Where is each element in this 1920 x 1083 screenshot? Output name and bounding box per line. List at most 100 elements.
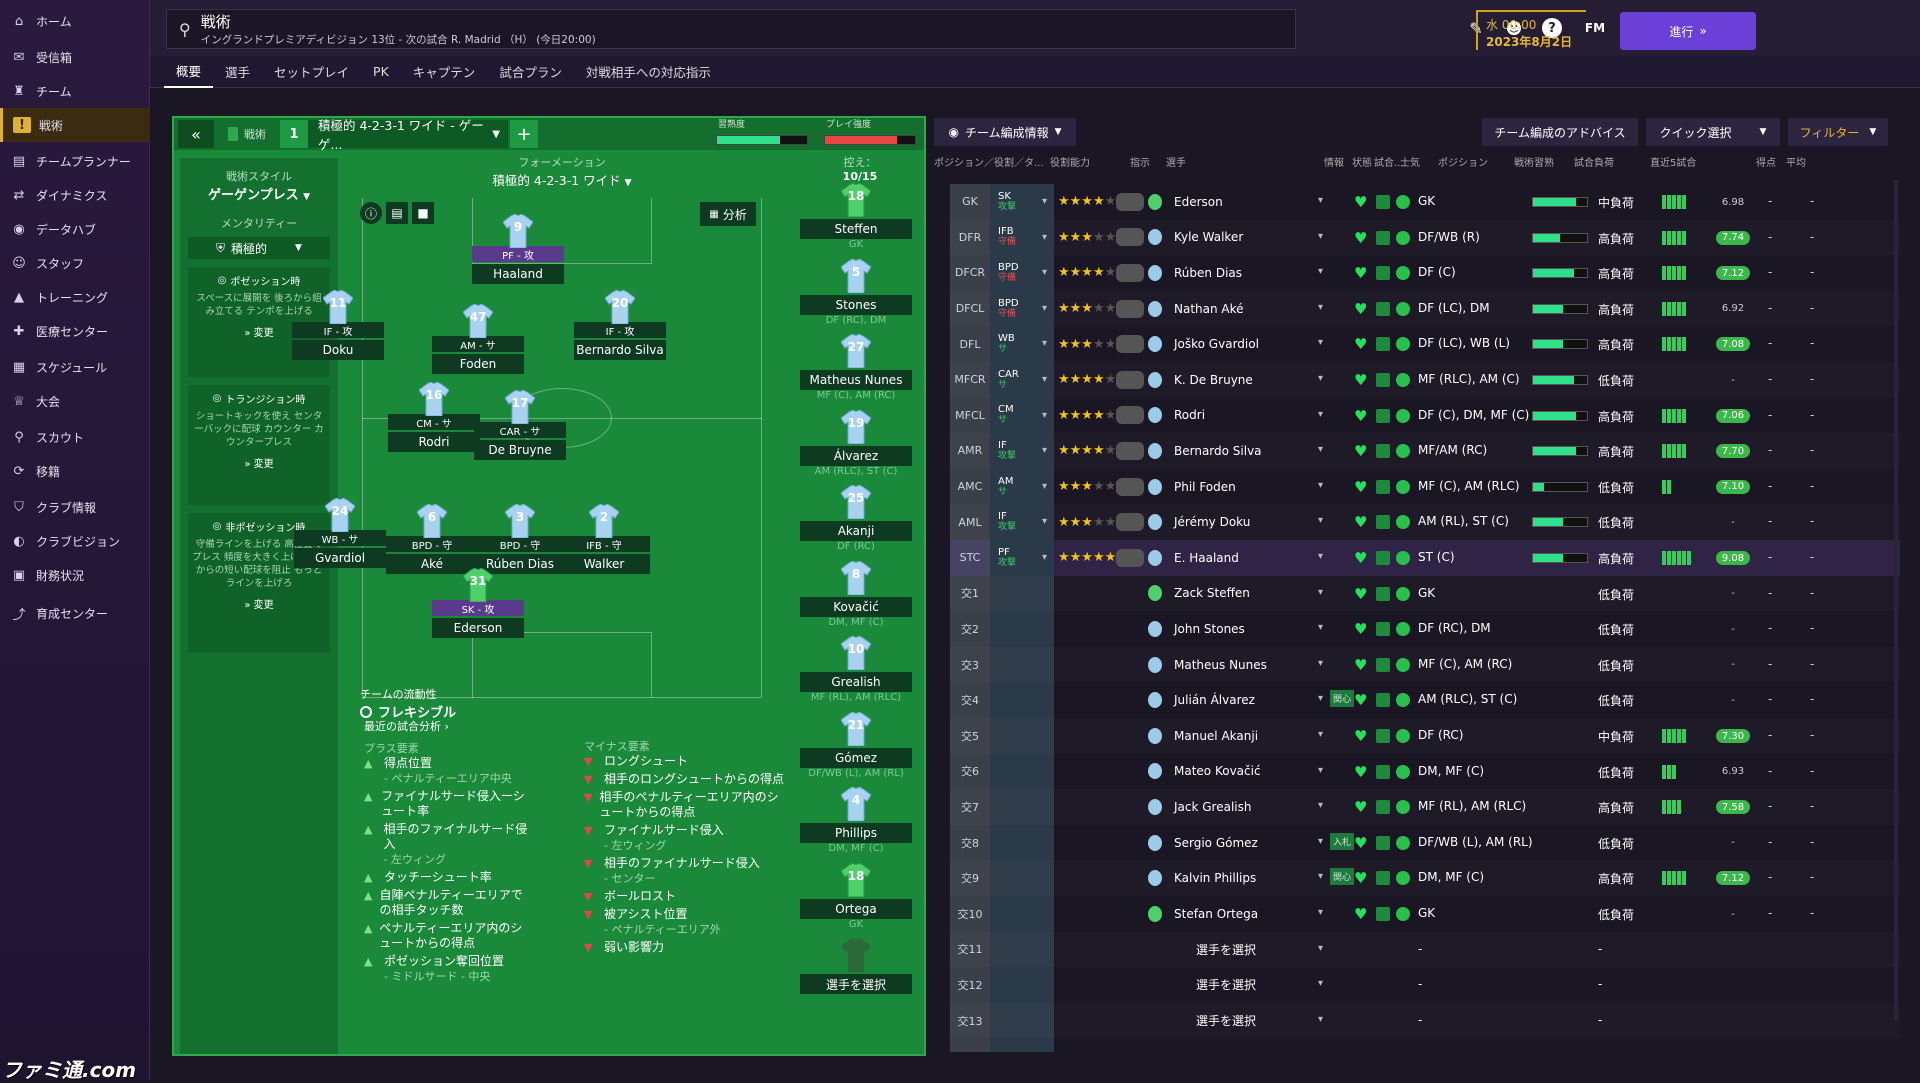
pitch-player[interactable]: 47 AM - サ Foden (432, 303, 524, 374)
player-name[interactable]: Bernardo Silva (1174, 443, 1262, 458)
sidebar-item-2[interactable]: ♜ チーム (0, 74, 150, 108)
change-button[interactable]: » 変更 (192, 455, 326, 470)
chevron-down-icon[interactable]: ▾ (1318, 515, 1324, 527)
player-name[interactable]: 選手を選択 (1196, 978, 1257, 993)
player-name[interactable]: 選手を選択 (1196, 1014, 1257, 1029)
player-name[interactable]: K. De Bruyne (1174, 372, 1253, 387)
sidebar-item-11[interactable]: ♕ 大会 (0, 384, 150, 418)
info-icon[interactable]: ⓘ (360, 202, 382, 224)
sub-player[interactable]: 4 Phillips DM, MF (C) (800, 786, 912, 863)
sub-player[interactable]: 10 Grealish MF (RL), AM (RLC) (800, 635, 912, 712)
column-header[interactable]: 直近5試合 (1650, 158, 1697, 169)
style-select[interactable]: ゲーゲンプレス ▼ (180, 184, 338, 203)
chevron-down-icon[interactable]: ▾ (1318, 907, 1324, 918)
sidebar-item-6[interactable]: ◉ データハブ (0, 212, 150, 246)
player-name[interactable]: Manuel Akanji (1174, 728, 1259, 743)
player-name[interactable]: John Stones (1174, 621, 1245, 636)
table-row[interactable]: DFCR BPD 守備 ▾ ★★★★ ★ Rúben Dias ▾ ♥ DF (C) 高負荷 7.12… (950, 255, 1900, 291)
sub-player[interactable]: 18 Ortega GK (800, 861, 912, 939)
table-row[interactable]: 交10 Stefan Ortega ▾ ♥ GK 低負荷 - - - (950, 896, 1900, 932)
pitch-player[interactable]: 31 SK - 攻 Ederson (432, 567, 524, 638)
pitch-player[interactable]: 6 BPD - 守 Aké (386, 503, 478, 574)
table-row[interactable]: 交7 Jack Grealish ▾ ♥ MF (RL), AM (RLC) 高負荷 7.5… (950, 789, 1900, 825)
continue-button[interactable]: 進行 » (1620, 12, 1756, 50)
change-button[interactable]: » 変更 (192, 596, 326, 611)
player-role[interactable]: IFB - 守 (558, 536, 650, 552)
player-name[interactable]: Phil Foden (1174, 479, 1236, 494)
formation-select[interactable]: 積極的 4-2-3-1 ワイド ▼ (352, 170, 772, 189)
sidebar-item-15[interactable]: ◐ クラブビジョン (0, 524, 150, 558)
player-role[interactable]: CAR - サ (474, 422, 566, 438)
pitch-player[interactable]: 3 BPD - 守 Rúben Dias (474, 503, 566, 574)
tab-3[interactable]: PK (373, 64, 389, 79)
tactic-slot-button[interactable]: 1 (280, 120, 308, 148)
table-row[interactable]: DFL WB サ ▾ ★★★ ★ ★ Joško Gvardiol ▾ ♥ DF (LC), WB … (950, 326, 1900, 362)
sidebar-item-8[interactable]: ▲ トレーニング (0, 280, 150, 314)
chevron-down-icon[interactable]: ▾ (1318, 586, 1324, 598)
search-box[interactable]: ⚲ 戦術 イングランドプレミアディビジョン 13位 - 次の試合 R. Madr… (166, 9, 1296, 49)
player-role[interactable]: AM - サ (432, 336, 524, 352)
player-role[interactable]: PF - 攻 (472, 246, 564, 262)
table-row[interactable]: GK SK 攻撃 ▾ ★★★★ ★ Ederson ▾ ♥ GK 中負荷 6.98- - (950, 184, 1900, 220)
player-name[interactable]: Rúben Dias (1174, 265, 1243, 280)
table-row[interactable]: STC PF 攻撃 ▾ ★★★★★ E. Haaland ▾ ♥ ST (C) 高負荷 9.08- - (950, 540, 1900, 576)
table-row[interactable]: 交12 選手を選択 ▾ - - (950, 967, 1900, 1003)
change-button[interactable]: » 変更 (192, 324, 326, 339)
scrollbar[interactable] (1894, 180, 1898, 1020)
tab-0[interactable]: 概要 (164, 56, 214, 88)
assistant-icon[interactable]: ☻ (1505, 18, 1523, 38)
player-role[interactable]: BPD - 守 (474, 536, 566, 552)
instructions-icon[interactable] (1116, 192, 1144, 211)
chevron-down-icon[interactable]: ▾ (1318, 230, 1324, 242)
table-row[interactable]: 交1 Zack Steffen ▾ ♥ GK 低負荷 - - - (950, 576, 1900, 612)
sub-player[interactable]: 選手を選択 (800, 938, 912, 1014)
role-select[interactable]: PF 攻撃 (990, 540, 1054, 576)
pitch-player[interactable]: 9 PF - 攻 Haaland (472, 213, 564, 284)
sidebar-item-4[interactable]: ▤ チームプランナー (0, 144, 150, 178)
sidebar-item-0[interactable]: ⌂ ホーム (0, 4, 150, 38)
sub-player[interactable]: 5 Stones DF (RC), DM (800, 257, 912, 335)
column-header[interactable]: ポジション／役割／タ... (934, 158, 1044, 169)
pitch-player[interactable]: 2 IFB - 守 Walker (558, 503, 650, 574)
advice-button[interactable]: チーム編成のアドバイス (1482, 118, 1638, 146)
player-role[interactable]: CM - サ (388, 414, 480, 430)
column-header[interactable]: 平均 (1786, 158, 1806, 169)
chevron-down-icon[interactable]: ▾ (1318, 693, 1324, 705)
table-row[interactable]: AMR IF 攻撃 ▾ ★★★★ ★ Bernardo Silva ▾ ♥ MF/AM (RC) 高… (950, 433, 1900, 469)
table-row[interactable]: 交2 John Stones ▾ ♥ DF (RC), DM 低負荷 - - - (950, 611, 1900, 647)
clipboard-icon[interactable]: ■ (412, 202, 434, 224)
chevron-down-icon[interactable]: ▾ (1318, 551, 1324, 562)
chevron-down-icon[interactable]: ▾ (1318, 871, 1324, 883)
table-row[interactable]: 交8 Sergio Gómez ▾ 入札 ♥ DF/WB (L), AM (RL) 低負荷 -… (950, 825, 1900, 861)
player-role[interactable]: WB - サ (294, 530, 386, 546)
chevron-down-icon[interactable]: ▾ (1318, 337, 1324, 349)
player-name[interactable]: Zack Steffen (1174, 586, 1250, 601)
player-name[interactable]: E. Haaland (1174, 550, 1239, 565)
pitch-player[interactable]: 16 CM - サ Rodri (388, 381, 480, 452)
sub-player[interactable]: 25 Akanji DF (RC) (800, 484, 912, 561)
role-select[interactable]: IF 攻撃 (990, 433, 1054, 469)
mentality-select[interactable]: ⛨ 積極的 ▼ (188, 237, 330, 259)
chevron-down-icon[interactable]: ▾ (1318, 978, 1324, 990)
pitch-player[interactable]: 24 WB - サ Gvardiol (294, 497, 386, 568)
team-info-button[interactable]: ◉ チーム編成情報 ▼ (934, 118, 1076, 146)
player-role[interactable]: IF - 攻 (292, 322, 384, 338)
chevron-down-icon[interactable]: ▾ (1318, 266, 1324, 278)
sub-player[interactable]: 8 Kovačić DM, MF (C) (800, 559, 912, 637)
sidebar-item-12[interactable]: ⚲ スカウト (0, 420, 150, 454)
table-row[interactable]: MFCL CM サ ▾ ★★★★ ★ Rodri ▾ ♥ DF (C), DM, MF (C) 高負… (950, 397, 1900, 434)
table-row[interactable]: 交6 Mateo Kovačić ▾ ♥ DM, MF (C) 低負荷 6.93 - - (950, 754, 1900, 790)
sidebar-item-1[interactable]: ✉ 受信箱 (0, 40, 150, 74)
filter-button[interactable]: フィルター ▼ (1788, 118, 1888, 146)
role-select[interactable]: IFB 守備 (990, 219, 1054, 256)
player-name[interactable]: Julián Álvarez (1174, 693, 1255, 708)
table-row[interactable]: DFCL BPD 守備 ▾ ★★★ ★ ★ Nathan Aké ▾ ♥ DF (LC), DM 高負… (950, 290, 1900, 327)
column-header[interactable]: 指示 (1130, 158, 1150, 169)
table-row[interactable]: AMC AM サ ▾ ★★★ ★ ★ Phil Foden ▾ ♥ MF (C), AM (RLC)… (950, 468, 1900, 505)
pitch-player[interactable]: 11 IF - 攻 Doku (292, 289, 384, 360)
chevron-down-icon[interactable]: ▾ (1318, 1013, 1324, 1025)
player-name[interactable]: Ederson (1174, 194, 1223, 209)
role-select[interactable]: BPD 守備 (990, 255, 1054, 291)
instructions-icon[interactable] (1116, 513, 1144, 532)
tab-1[interactable]: 選手 (225, 65, 251, 80)
